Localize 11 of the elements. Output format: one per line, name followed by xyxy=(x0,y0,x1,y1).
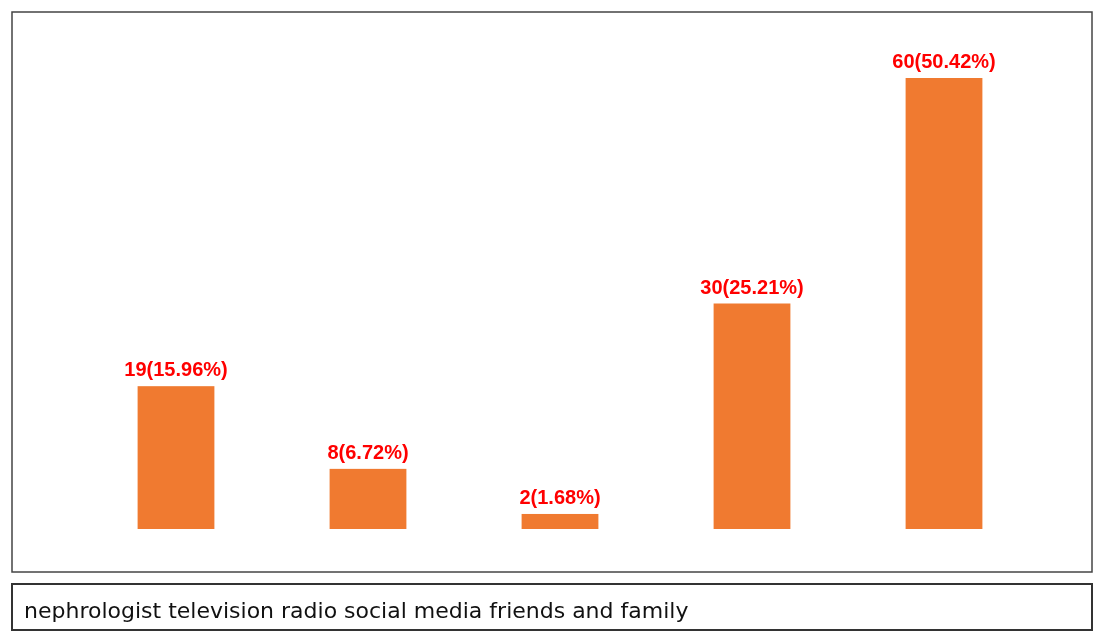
bar xyxy=(905,78,983,529)
data-label: 8(6.72%) xyxy=(327,440,409,463)
bar xyxy=(713,303,791,529)
bar xyxy=(329,468,407,529)
data-label: 19(15.96%) xyxy=(124,358,228,381)
bar xyxy=(521,513,599,529)
data-label: 30(25.21%) xyxy=(700,275,804,298)
data-label: 60(50.42%) xyxy=(892,50,996,72)
text: nephrologist television radio social media friends and family xyxy=(24,598,689,623)
bar xyxy=(137,386,215,529)
data-label: 2(1.68%) xyxy=(519,485,601,508)
